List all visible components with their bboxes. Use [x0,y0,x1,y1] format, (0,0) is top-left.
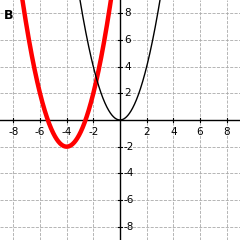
Text: 2: 2 [124,88,131,98]
Text: 2: 2 [143,127,150,137]
Text: 4: 4 [124,62,131,72]
Text: -2: -2 [124,142,134,152]
Text: 8: 8 [223,127,230,137]
Text: -4: -4 [61,127,72,137]
Text: -2: -2 [88,127,99,137]
Text: B: B [4,9,13,22]
Text: 6: 6 [124,35,131,45]
Text: -8: -8 [124,222,134,232]
Text: -4: -4 [124,168,134,178]
Text: -6: -6 [124,195,134,205]
Text: -6: -6 [35,127,45,137]
Text: 6: 6 [197,127,203,137]
Text: 8: 8 [124,8,131,18]
Text: 4: 4 [170,127,177,137]
Text: -8: -8 [8,127,18,137]
